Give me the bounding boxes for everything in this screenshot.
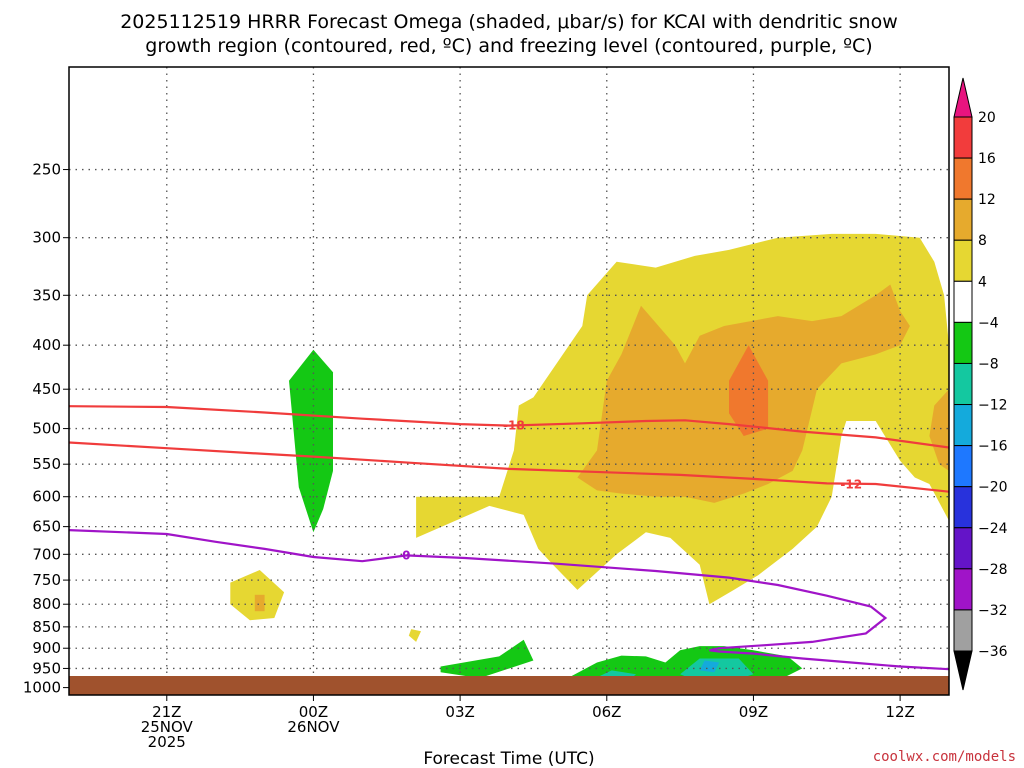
colorbar-label-6: −8 <box>978 356 999 372</box>
x-tick-label-09Z-0: 09Z <box>739 703 768 721</box>
colorbar-label-0: 20 <box>978 110 996 126</box>
y-tick-label-800: 800 <box>32 595 61 613</box>
colorbar-swatch-11 <box>953 568 973 611</box>
colorbar-swatch-5 <box>953 321 973 364</box>
y-tick-label-500: 500 <box>32 420 61 438</box>
x-tick-label-06Z-0: 06Z <box>592 703 621 721</box>
negative-omega-pocket-center <box>699 660 720 673</box>
credit-text: coolwx.com/models <box>873 749 1016 765</box>
y-tick-label-650: 650 <box>32 518 61 536</box>
isotherm-zero-label: 0 <box>402 548 410 562</box>
x-axis-label: Forecast Time (UTC) <box>423 749 594 768</box>
negative-omega-small <box>440 639 534 679</box>
y-tick-label-700: 700 <box>32 545 61 563</box>
isotherm-minus-12 <box>69 441 949 493</box>
x-tick-label-00Z-1: 26NOV <box>287 718 340 736</box>
colorbar-swatch-9 <box>953 486 973 529</box>
isotherm-minus-18 <box>69 405 949 449</box>
y-tick-label-300: 300 <box>32 229 61 247</box>
colorbar-label-7: −12 <box>978 398 1008 414</box>
colorbar-label-13: −36 <box>978 644 1008 660</box>
colorbar-swatch-8 <box>953 445 973 488</box>
colorbar-swatch-10 <box>953 527 973 570</box>
temperature-contours: -18 -12 0 <box>69 405 949 671</box>
negative-omega-upper <box>289 349 333 533</box>
colorbar-swatch-4 <box>953 280 973 323</box>
y-tick-label-550: 550 <box>32 455 61 473</box>
colorbar: 20 16 12 8 4 −4 −8 −12 −16 −20 −24 −28 −32 −36 <box>953 77 1008 691</box>
gridlines <box>69 67 949 695</box>
isotherm-minus-18-label: -18 <box>503 419 525 433</box>
y-tick-label-950: 950 <box>32 659 61 677</box>
omega-shading <box>230 233 949 686</box>
colorbar-label-4: 4 <box>978 274 987 290</box>
colorbar-bottom-arrow <box>953 650 973 691</box>
colorbar-label-9: −20 <box>978 480 1008 496</box>
colorbar-label-8: −16 <box>978 439 1008 455</box>
chart-title-line-2: growth region (contoured, red, ºC) and f… <box>145 35 872 57</box>
x-tick-label-21Z-2: 2025 <box>148 733 186 751</box>
colorbar-label-2: 12 <box>978 192 996 208</box>
y-tick-label-350: 350 <box>32 286 61 304</box>
colorbar-label-3: 8 <box>978 233 987 249</box>
x-tick-label-21Z-0: 21Z <box>152 703 181 721</box>
colorbar-top-arrow <box>953 77 973 118</box>
y-tick-label-900: 900 <box>32 639 61 657</box>
y-axis: 250 300 350 400 450 500 550 600 650 700 750 800 850 9… <box>23 161 69 697</box>
colorbar-swatch-7 <box>953 404 973 447</box>
positive-omega-dot <box>408 629 421 642</box>
positive-omega-left-peak <box>254 594 265 612</box>
positive-omega-peak <box>729 345 769 436</box>
plot-frame <box>68 66 950 696</box>
y-tick-label-1000: 1000 <box>23 679 61 697</box>
y-tick-label-400: 400 <box>32 336 61 354</box>
positive-omega-right-core <box>929 389 949 471</box>
y-tick-label-850: 850 <box>32 618 61 636</box>
chart-title-line-1: 2025112519 HRRR Forecast Omega (shaded, … <box>120 11 898 33</box>
colorbar-swatch-2 <box>953 198 973 241</box>
colorbar-swatch-12 <box>953 609 973 652</box>
colorbar-swatch-3 <box>953 239 973 282</box>
x-tick-label-03Z-0: 03Z <box>445 703 474 721</box>
y-tick-label-250: 250 <box>32 161 61 179</box>
isotherm-zero <box>69 529 949 671</box>
x-tick-label-21Z-1: 25NOV <box>141 718 194 736</box>
plot-area: -18 -12 0 <box>69 67 949 695</box>
y-tick-label-750: 750 <box>32 571 61 589</box>
colorbar-swatch-0 <box>953 116 973 159</box>
isotherm-minus-12-label: -12 <box>840 478 862 492</box>
colorbar-label-10: −24 <box>978 521 1008 537</box>
x-tick-label-00Z-0: 00Z <box>299 703 328 721</box>
colorbar-label-5: −4 <box>978 315 999 331</box>
colorbar-label-11: −28 <box>978 562 1008 578</box>
colorbar-swatch-1 <box>953 157 973 200</box>
colorbar-label-1: 16 <box>978 151 996 167</box>
ground-surface <box>69 676 949 695</box>
colorbar-swatch-6 <box>953 362 973 406</box>
y-tick-label-450: 450 <box>32 380 61 398</box>
x-tick-label-12Z-0: 12Z <box>885 703 914 721</box>
colorbar-label-12: −32 <box>978 603 1008 619</box>
y-tick-label-600: 600 <box>32 488 61 506</box>
